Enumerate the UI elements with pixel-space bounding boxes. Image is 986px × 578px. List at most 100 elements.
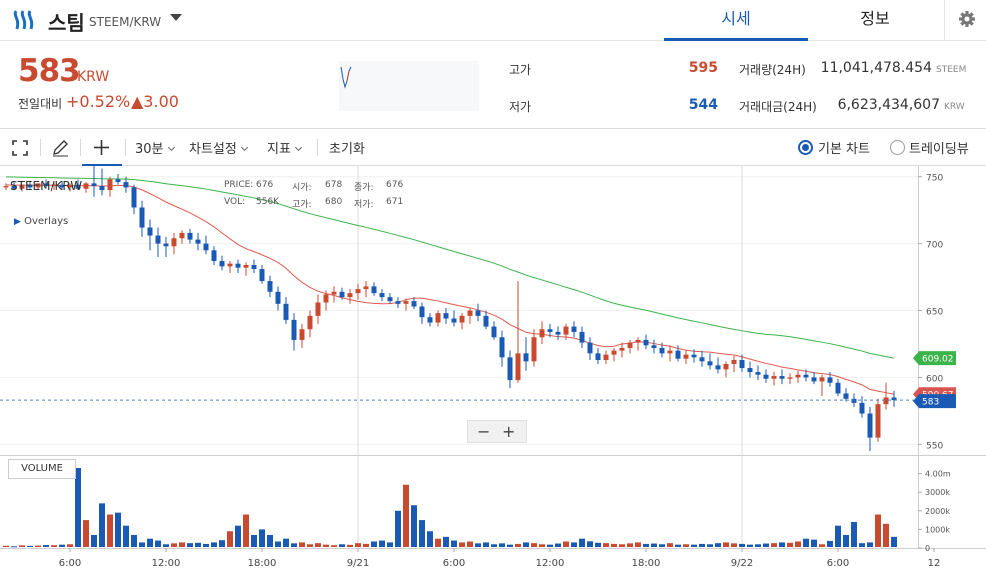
volume-bar: [867, 542, 873, 547]
volume-bar: [523, 542, 529, 547]
fullscreen-icon[interactable]: [12, 140, 28, 156]
candle-body: [659, 347, 665, 354]
overlays-toggle[interactable]: ▶ Overlays: [14, 216, 68, 227]
change-value: ▲3.00: [131, 92, 179, 111]
volume-bar: [155, 540, 161, 547]
candle-body: [27, 184, 33, 188]
chevron-down-icon: [240, 143, 248, 152]
settings-button[interactable]: [944, 0, 986, 41]
candlestick-chart: 750 700 650 600 550 4.00m 3000k 2000k 1000k 0 6:00…: [0, 166, 986, 569]
tab-price[interactable]: 시세: [664, 0, 808, 41]
volume-bar: [763, 543, 769, 547]
candle-body: [459, 315, 465, 323]
price-unit: KRW: [77, 69, 110, 85]
candle-body: [99, 186, 105, 191]
zoom-in-button[interactable]: +: [502, 422, 516, 441]
volume-bar: [699, 543, 705, 547]
candle-body: [147, 227, 153, 236]
volume-bar: [739, 543, 745, 547]
volume-bar: [843, 534, 849, 547]
candle-body: [179, 232, 185, 239]
candle-body: [483, 315, 489, 327]
candle-body: [499, 337, 505, 358]
vol-tick-label: 1000k: [925, 525, 950, 534]
candle-body: [171, 238, 177, 247]
tab-info[interactable]: 정보: [860, 9, 890, 28]
crosshair-button[interactable]: [82, 129, 122, 166]
volume-bar: [667, 543, 673, 547]
volume-bar: [771, 543, 777, 547]
candle-body: [699, 357, 705, 362]
reset-button[interactable]: 초기화: [329, 142, 365, 157]
coin-select-dropdown-icon[interactable]: [170, 14, 182, 21]
volume-bar: [587, 541, 593, 547]
indicators-label: 지표: [267, 142, 291, 157]
volume-bar: [611, 543, 617, 547]
candle-body: [195, 239, 201, 244]
ohlc-open: 678: [325, 180, 343, 190]
x-tick-label: 18:00: [248, 558, 277, 569]
basic-chart-label[interactable]: 기본 차트: [818, 142, 870, 157]
candle-body: [275, 291, 281, 304]
ma-long-price-tag: 609.02: [922, 355, 954, 365]
volume-value: 11,041,478.454: [820, 60, 932, 76]
gear-icon: [959, 11, 975, 27]
volume-bar: [323, 544, 329, 547]
high-label: 고가: [509, 63, 532, 77]
volume-bar: [811, 539, 817, 547]
volume-bar: [243, 514, 249, 547]
candle-body: [611, 350, 617, 355]
volume-bar: [123, 525, 129, 547]
volume-bar: [211, 542, 217, 547]
pencil-icon[interactable]: [51, 139, 69, 157]
vol-tick-label: 2000k: [925, 507, 950, 516]
volume-bar: [779, 542, 785, 547]
y-tick-label: 600: [926, 374, 943, 384]
y-tick-label: 550: [926, 441, 943, 451]
volume-bar: [571, 542, 577, 547]
volume-bar: [755, 544, 761, 547]
volume-bar: [635, 542, 641, 547]
volume-bar: [131, 534, 137, 547]
chart-settings-dropdown[interactable]: 차트설정: [189, 138, 248, 157]
volume-bar: [259, 529, 265, 547]
chevron-down-icon: [167, 143, 175, 152]
candle-body: [547, 329, 553, 332]
candle-body: [347, 293, 353, 298]
volume-bar: [99, 503, 105, 547]
candle-body: [619, 347, 625, 351]
volume-bar: [851, 521, 857, 547]
tradingview-radio[interactable]: [890, 140, 905, 155]
candle-body: [883, 397, 889, 405]
low-label: 저가: [509, 100, 532, 114]
candle-body: [307, 315, 313, 330]
candle-body: [187, 232, 193, 240]
volume-bar: [347, 544, 353, 547]
candle-body: [835, 382, 841, 394]
volume-bar: [315, 543, 321, 547]
interval-dropdown[interactable]: 30분: [135, 138, 175, 157]
candle-body: [3, 186, 9, 188]
candle-body: [395, 301, 401, 304]
candle-body: [299, 329, 305, 340]
candle-body: [315, 302, 321, 316]
volume-bar: [403, 484, 409, 547]
candle-body: [555, 331, 561, 335]
candle-body: [75, 184, 81, 189]
candle-body: [507, 357, 513, 381]
candle-body: [827, 377, 833, 383]
zoom-out-button[interactable]: −: [477, 422, 491, 441]
indicators-dropdown[interactable]: 지표: [267, 138, 302, 157]
basic-chart-radio[interactable]: [798, 140, 813, 155]
candle-body: [371, 286, 377, 294]
candle-body: [627, 342, 633, 348]
tradingview-label[interactable]: 트레이딩뷰: [909, 142, 969, 157]
volume-bar: [299, 542, 305, 547]
candle-body: [235, 263, 241, 268]
candle-body: [339, 291, 345, 298]
price-chart[interactable]: 750 700 650 600 550 4.00m 3000k 2000k 1000k 0 6:00…: [0, 166, 986, 578]
crosshair-icon: [94, 140, 109, 155]
candle-body: [491, 326, 497, 338]
volume-bar: [483, 542, 489, 547]
volume-bar: [115, 512, 121, 547]
